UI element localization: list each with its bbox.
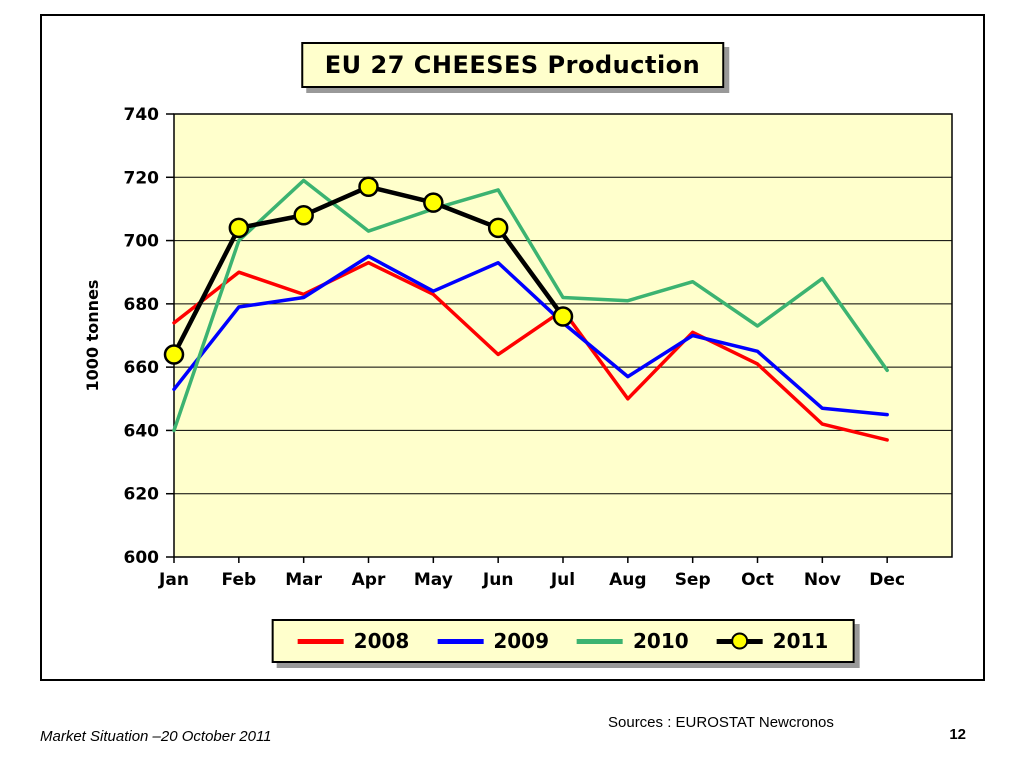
y-axis-title: 1000 tonnes: [83, 280, 102, 392]
marker-2011: [293, 205, 314, 226]
x-tick-label: Jul: [550, 570, 575, 590]
x-tick-label: Sep: [675, 570, 711, 590]
series-line-2008: [172, 260, 889, 442]
y-tick-label: 620: [124, 485, 160, 505]
chart-frame: 600 620 640 660 680 700 720 740 Jan Feb Mar Apr May J…: [40, 14, 985, 681]
legend-label-2010: 2010: [633, 629, 689, 653]
sources-note: Sources : EUROSTAT Newcronos: [608, 714, 834, 731]
marker-2011: [163, 344, 185, 365]
legend-item-2009: 2009: [437, 629, 549, 653]
plot-area: [173, 113, 953, 558]
y-tick-label: 680: [124, 295, 160, 315]
y-tick-label: 720: [124, 168, 160, 188]
y-tick-label: 600: [124, 548, 160, 568]
legend-line-sample-2010: [577, 638, 623, 644]
legend-line-sample-2008: [297, 638, 344, 644]
legend-line-sample-2011: [716, 632, 763, 650]
legend-marker-2011: [731, 632, 749, 650]
chart: 600 620 640 660 680 700 720 740 Jan Feb Mar Apr May J…: [83, 105, 953, 590]
marker-2011: [358, 176, 379, 198]
footer-note: Market Situation –20 October 2011: [40, 728, 272, 745]
series-line-2010: [172, 178, 889, 433]
legend-label-2008: 2008: [353, 629, 410, 653]
y-tick-label: 700: [124, 232, 160, 252]
chart-title: EU 27 CHEESES Production: [300, 42, 725, 88]
legend-item-2010: 2010: [577, 629, 689, 653]
x-tick-label: Mar: [285, 570, 322, 590]
x-tick-label: Aug: [609, 570, 646, 590]
marker-2011: [228, 217, 250, 239]
x-tick-label: Oct: [741, 570, 774, 590]
x-tick-label: Feb: [222, 570, 257, 590]
legend-label-2011: 2011: [772, 629, 829, 653]
x-tick-label: Dec: [869, 570, 905, 590]
x-tick-label: May: [414, 570, 453, 590]
legend-line-sample-2009: [437, 638, 484, 644]
series-line-2009: [172, 254, 889, 417]
marker-2011: [552, 306, 574, 327]
y-tick-label: 660: [124, 358, 160, 378]
page-number: 12: [949, 726, 966, 743]
x-tick-label: Jan: [158, 570, 189, 590]
legend-label-2009: 2009: [493, 629, 549, 653]
chart-legend: 2008 2009 2010 2011: [271, 619, 855, 663]
x-tick-label: Apr: [352, 570, 386, 590]
x-tick-label: Nov: [804, 570, 841, 590]
legend-item-2008: 2008: [297, 629, 410, 653]
y-tick-label: 640: [124, 421, 160, 441]
marker-2011: [423, 192, 444, 213]
marker-2011: [487, 217, 509, 239]
y-tick-label: 740: [124, 105, 160, 125]
legend-item-2011: 2011: [716, 629, 829, 653]
x-tick-label: Jun: [482, 570, 514, 590]
